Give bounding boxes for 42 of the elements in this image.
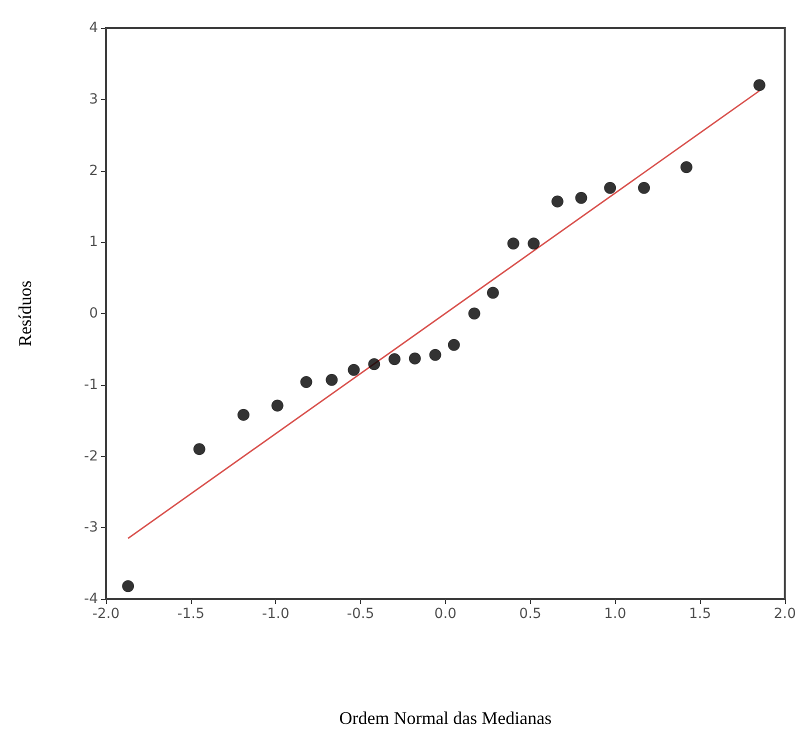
y-tick-label: 1 <box>89 234 98 250</box>
y-tick-label: 4 <box>89 20 98 36</box>
point <box>122 580 134 592</box>
point <box>486 286 499 299</box>
point <box>237 408 250 421</box>
x-tick-label: 1.5 <box>688 606 712 622</box>
point <box>680 161 692 174</box>
x-tick-label: -2.0 <box>92 606 120 622</box>
point <box>604 182 616 194</box>
x-tick-label: -0.5 <box>346 606 374 622</box>
y-tick-label: 0 <box>89 306 98 322</box>
x-tick-label: -1.5 <box>177 606 205 622</box>
x-tick-label: 1.0 <box>604 606 626 622</box>
point <box>300 376 312 388</box>
y-tick-label: -4 <box>84 591 98 607</box>
y-tick-label: -2 <box>84 448 98 464</box>
point <box>368 358 380 370</box>
point <box>468 308 480 320</box>
point <box>638 182 650 194</box>
y-tick-label: 2 <box>89 162 98 179</box>
point <box>753 79 766 92</box>
y-axis-title: Resíduos <box>15 280 35 347</box>
point <box>507 238 520 250</box>
point <box>388 353 401 366</box>
point <box>551 195 564 208</box>
point <box>528 238 540 250</box>
y-tick-label: 3 <box>89 91 98 108</box>
x-tick-label: 2.0 <box>774 606 796 622</box>
point <box>408 352 421 364</box>
y-tick-label: -3 <box>84 520 98 536</box>
point <box>575 192 588 204</box>
point <box>193 443 206 456</box>
point <box>326 374 338 386</box>
point <box>448 338 460 351</box>
x-axis-title: Ordem Normal das Medianas <box>339 708 552 728</box>
x-tick-label: 0.5 <box>519 606 542 622</box>
x-tick-label: 0.0 <box>434 606 457 622</box>
y-tick-label: -1 <box>84 376 98 393</box>
point <box>271 400 284 412</box>
point <box>348 364 360 376</box>
point <box>429 348 442 361</box>
x-tick-label: -1.0 <box>262 606 290 622</box>
